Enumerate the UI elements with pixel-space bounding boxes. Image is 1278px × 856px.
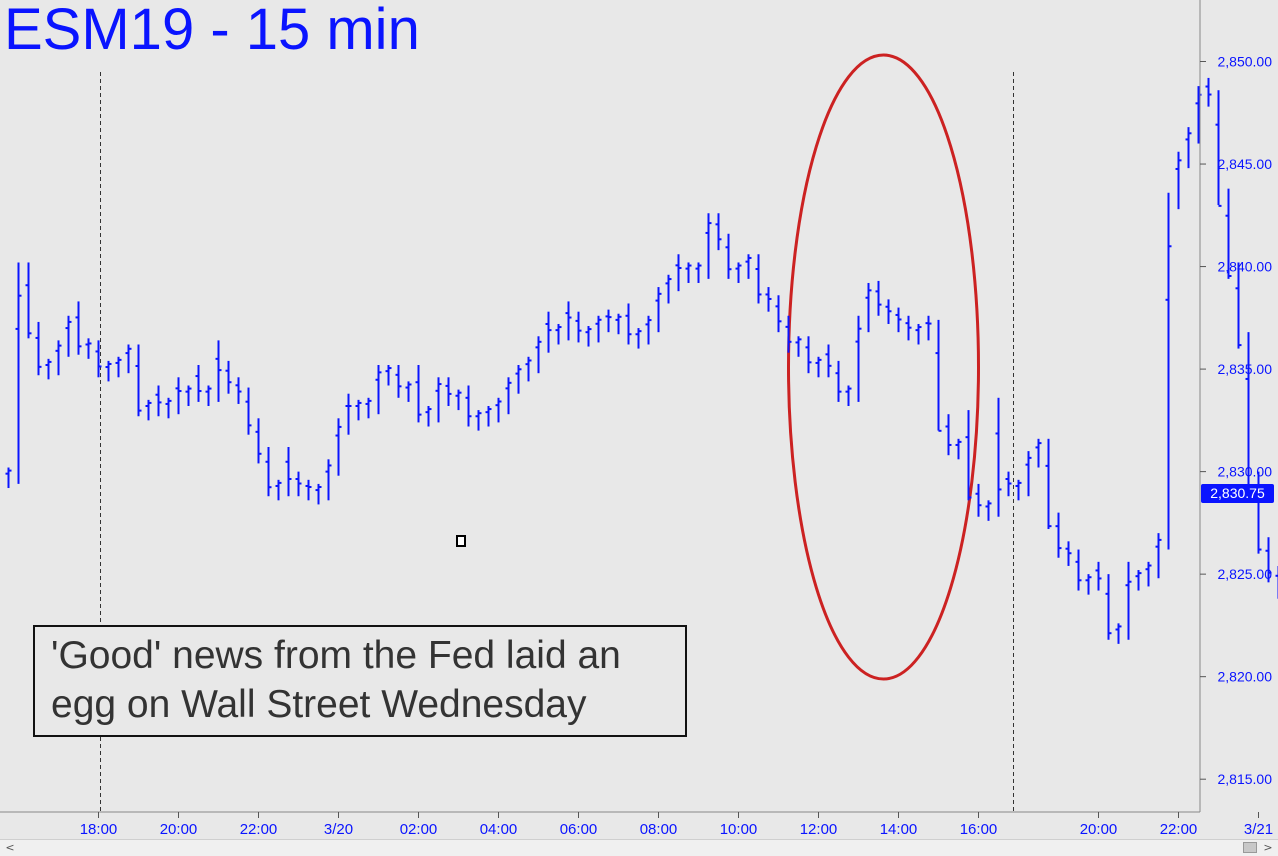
y-tick-label: 2,840.00 [1218, 259, 1273, 275]
x-tick-label: 08:00 [640, 821, 678, 838]
y-tick-label: 2,820.00 [1218, 669, 1273, 685]
x-tick-label: 3/20 [324, 821, 353, 838]
y-tick-label: 2,815.00 [1218, 771, 1273, 787]
x-tick-label: 22:00 [240, 821, 278, 838]
y-tick-label: 2,825.00 [1218, 566, 1273, 582]
horizontal-scrollbar[interactable]: < > [0, 839, 1278, 856]
x-tick-label: 18:00 [80, 821, 118, 838]
x-tick-label: 04:00 [480, 821, 518, 838]
scroll-thumb[interactable] [1243, 842, 1257, 853]
y-tick-label: 2,845.00 [1218, 156, 1273, 172]
last-price-badge: 2,830.75 [1201, 484, 1274, 503]
x-tick-label: 20:00 [1080, 821, 1118, 838]
scroll-right-arrow-icon[interactable]: > [1260, 840, 1276, 856]
x-tick-label: 3/21 [1244, 821, 1273, 838]
x-tick-label: 06:00 [560, 821, 598, 838]
y-tick-label: 2,830.00 [1218, 464, 1273, 480]
x-tick-label: 02:00 [400, 821, 438, 838]
y-tick-label: 2,850.00 [1218, 54, 1273, 70]
ohlc-bars [6, 78, 1278, 644]
x-tick-label: 10:00 [720, 821, 758, 838]
chart-title: ESM19 - 15 min [4, 0, 420, 63]
x-tick-label: 16:00 [960, 821, 998, 838]
scroll-left-arrow-icon[interactable]: < [2, 840, 18, 856]
x-tick-label: 22:00 [1160, 821, 1198, 838]
y-tick-label: 2,835.00 [1218, 361, 1273, 377]
chart-marker [456, 535, 466, 547]
x-tick-label: 20:00 [160, 821, 198, 838]
annotation-line-1: 'Good' news from the Fed laid an [51, 631, 669, 680]
highlight-ellipse [789, 55, 979, 679]
annotation-line-2: egg on Wall Street Wednesday [51, 680, 669, 729]
x-tick-label: 12:00 [800, 821, 838, 838]
annotation-box: 'Good' news from the Fed laid an egg on … [33, 625, 687, 737]
x-tick-label: 14:00 [880, 821, 918, 838]
red-ellipse [789, 55, 979, 679]
